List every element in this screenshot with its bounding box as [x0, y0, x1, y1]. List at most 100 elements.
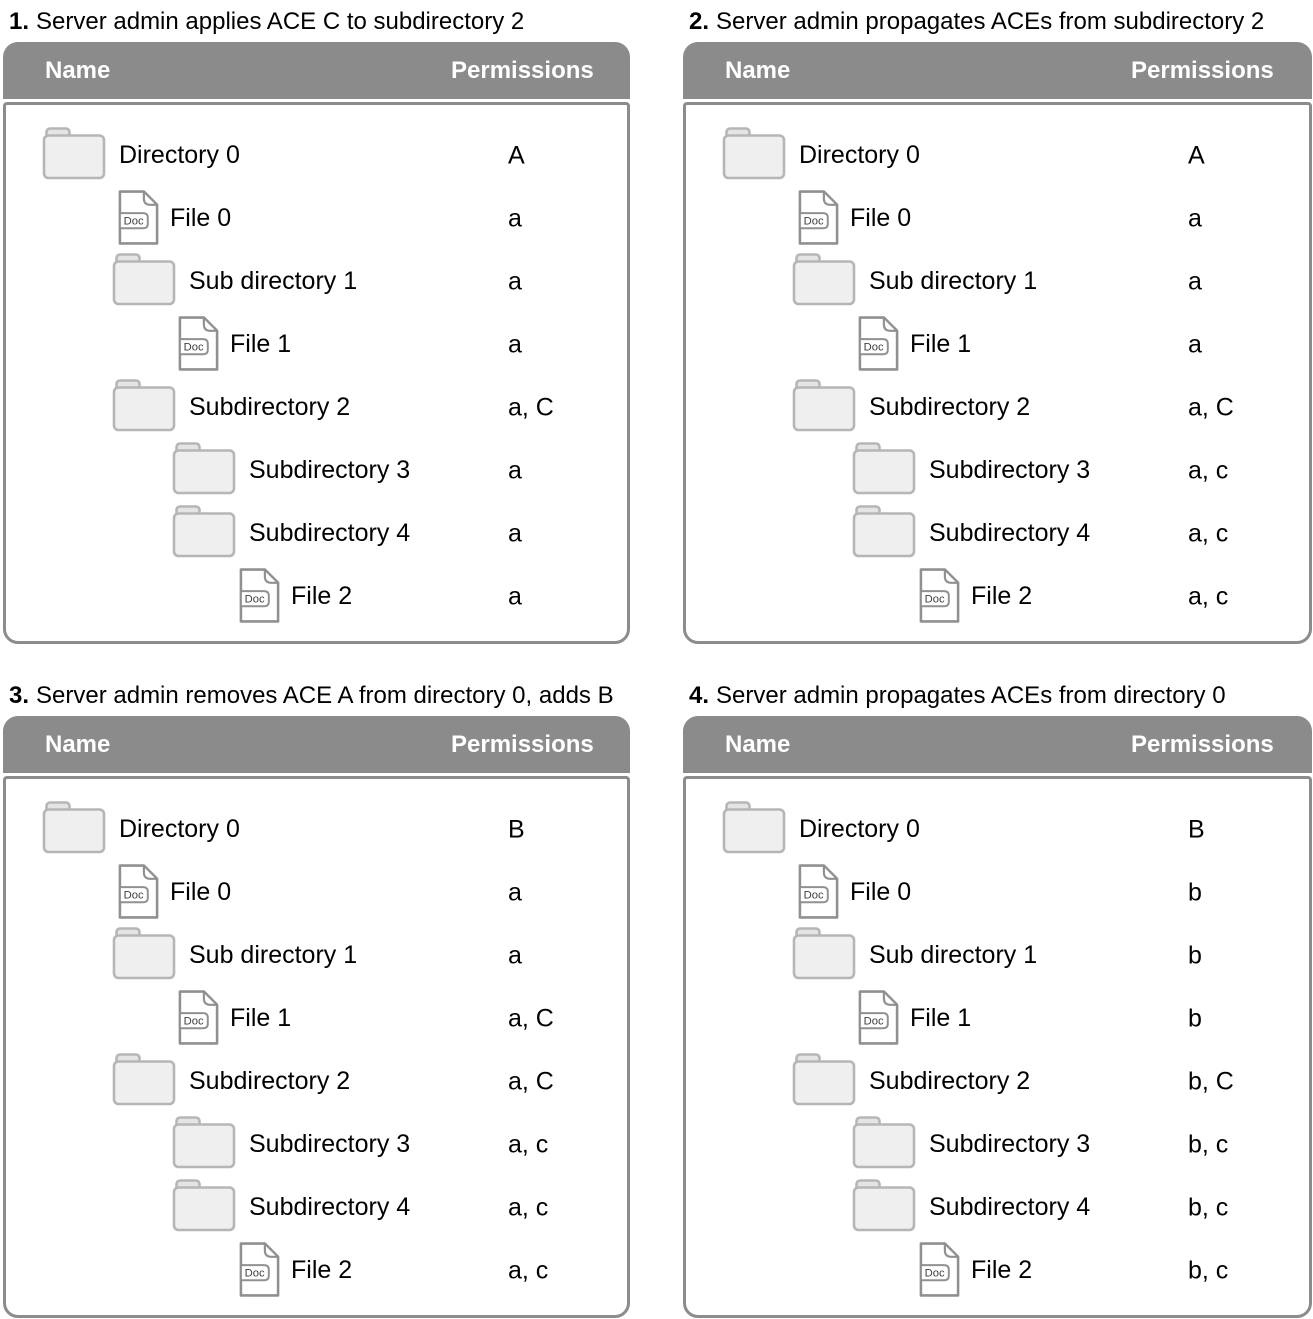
row-name-label: File 1	[910, 330, 972, 358]
row-name-label: Subdirectory 3	[929, 1130, 1091, 1158]
row-name-cell: Subdirectory 4	[6, 507, 410, 561]
folder-icon	[112, 926, 176, 980]
row-name-label: Sub directory 1	[189, 267, 358, 295]
file-table: Name Permissions Directory 0 A File 0 a Su…	[3, 42, 630, 644]
table-body: Directory 0 A File 0 a Sub directory 1 a Fi…	[683, 102, 1312, 644]
table-body: Directory 0 B File 0 b Sub directory 1 b Fi…	[683, 776, 1312, 1318]
table-row: Directory 0 A	[686, 124, 1309, 187]
column-header-permissions: Permissions	[1131, 56, 1274, 84]
row-name-cell: File 2	[6, 1242, 352, 1299]
row-name-cell: Sub directory 1	[686, 929, 1037, 983]
table-row: File 2 a, c	[686, 565, 1309, 628]
row-name-label: Sub directory 1	[189, 941, 358, 969]
row-name-label: File 1	[230, 1004, 292, 1032]
folder-icon	[792, 926, 856, 980]
row-name-label: Subdirectory 2	[869, 1067, 1031, 1095]
step-title-text: Server admin propagates ACEs from subdir…	[716, 8, 1265, 35]
column-header-name: Name	[725, 56, 791, 84]
row-permissions: a, c	[508, 1256, 549, 1284]
row-name-cell: Subdirectory 2	[6, 1055, 350, 1109]
table-row: Subdirectory 3 b, c	[686, 1113, 1309, 1176]
table-row: File 1 a	[6, 313, 627, 376]
table-body: Directory 0 A File 0 a Sub directory 1 a Fi…	[3, 102, 630, 644]
row-name-label: File 0	[850, 878, 912, 906]
document-icon	[116, 863, 161, 920]
document-icon	[176, 989, 221, 1046]
folder-icon	[42, 126, 106, 180]
folder-icon	[172, 1178, 236, 1232]
table-row: Directory 0 B	[6, 798, 627, 861]
row-permissions: b, c	[1188, 1193, 1229, 1221]
row-name-label: Subdirectory 4	[249, 1193, 411, 1221]
file-table: Name Permissions Directory 0 B File 0 a Su…	[3, 716, 630, 1318]
row-name-label: Subdirectory 2	[189, 393, 351, 421]
table-row: Subdirectory 4 a, c	[686, 502, 1309, 565]
row-name-cell: Subdirectory 2	[6, 381, 350, 435]
table-row: Subdirectory 4 a	[6, 502, 627, 565]
folder-icon	[792, 252, 856, 306]
acl-step-4: 4. Server admin propagates ACEs from dire…	[683, 682, 1312, 1318]
table-row: File 0 a	[6, 861, 627, 924]
step-number: 3.	[9, 682, 30, 709]
row-name-label: Subdirectory 3	[249, 1130, 411, 1158]
table-row: File 2 a	[6, 565, 627, 628]
row-permissions: B	[508, 815, 525, 843]
row-permissions: a	[508, 330, 522, 358]
row-name-cell: Subdirectory 3	[686, 1118, 1090, 1172]
folder-icon	[112, 252, 176, 306]
column-header-permissions: Permissions	[451, 730, 594, 758]
row-name-label: File 0	[170, 878, 232, 906]
row-name-cell: Directory 0	[6, 803, 240, 857]
table-row: Subdirectory 2 b, C	[686, 1050, 1309, 1113]
row-name-cell: File 1	[6, 316, 291, 373]
file-table: Name Permissions Directory 0 B File 0 b Su…	[683, 716, 1312, 1318]
table-row: File 2 a, c	[6, 1239, 627, 1302]
row-permissions: a	[1188, 204, 1202, 232]
row-name-label: Subdirectory 2	[869, 393, 1031, 421]
table-header: Name Permissions	[3, 42, 630, 99]
table-body: Directory 0 B File 0 a Sub directory 1 a Fi…	[3, 776, 630, 1318]
table-row: Sub directory 1 a	[6, 250, 627, 313]
row-permissions: a	[508, 582, 522, 610]
row-name-label: Subdirectory 3	[929, 456, 1091, 484]
row-name-label: Directory 0	[119, 815, 240, 843]
panel-title: 3. Server admin removes ACE A from direct…	[9, 682, 630, 709]
row-name-label: File 0	[850, 204, 912, 232]
folder-icon	[172, 441, 236, 495]
step-title-text: Server admin removes ACE A from director…	[36, 682, 614, 709]
table-header: Name Permissions	[683, 716, 1312, 773]
row-name-label: Directory 0	[119, 141, 240, 169]
table-row: File 0 a	[686, 187, 1309, 250]
acl-step-3: 3. Server admin removes ACE A from direct…	[3, 682, 630, 1318]
table-row: File 2 b, c	[686, 1239, 1309, 1302]
acl-step-2: 2. Server admin propagates ACEs from subd…	[683, 8, 1312, 644]
document-icon	[796, 189, 841, 246]
acl-step-1: 1. Server admin applies ACE C to subdirec…	[3, 8, 630, 644]
row-permissions: a, C	[508, 1067, 554, 1095]
row-name-label: File 0	[170, 204, 232, 232]
row-name-cell: File 2	[686, 1242, 1032, 1299]
row-name-cell: Sub directory 1	[6, 255, 357, 309]
step-title-text: Server admin propagates ACEs from direct…	[716, 682, 1226, 709]
table-row: File 0 b	[686, 861, 1309, 924]
row-name-label: File 1	[230, 330, 292, 358]
table-header: Name Permissions	[3, 716, 630, 773]
row-name-cell: Subdirectory 4	[6, 1181, 410, 1235]
row-permissions: a, c	[508, 1130, 549, 1158]
row-name-label: Subdirectory 4	[929, 1193, 1091, 1221]
table-row: Subdirectory 2 a, C	[6, 376, 627, 439]
row-permissions: a	[508, 878, 522, 906]
panel-title: 2. Server admin propagates ACEs from subd…	[689, 8, 1312, 35]
row-name-label: File 2	[971, 1256, 1033, 1284]
column-header-permissions: Permissions	[1131, 730, 1274, 758]
row-permissions: a	[508, 456, 522, 484]
row-name-cell: Sub directory 1	[6, 929, 357, 983]
row-name-label: Subdirectory 4	[249, 519, 411, 547]
folder-icon	[792, 378, 856, 432]
column-header-name: Name	[725, 730, 791, 758]
row-permissions: a	[508, 267, 522, 295]
row-permissions: b	[1188, 878, 1202, 906]
step-title-text: Server admin applies ACE C to subdirecto…	[36, 8, 525, 35]
folder-icon	[852, 504, 916, 558]
